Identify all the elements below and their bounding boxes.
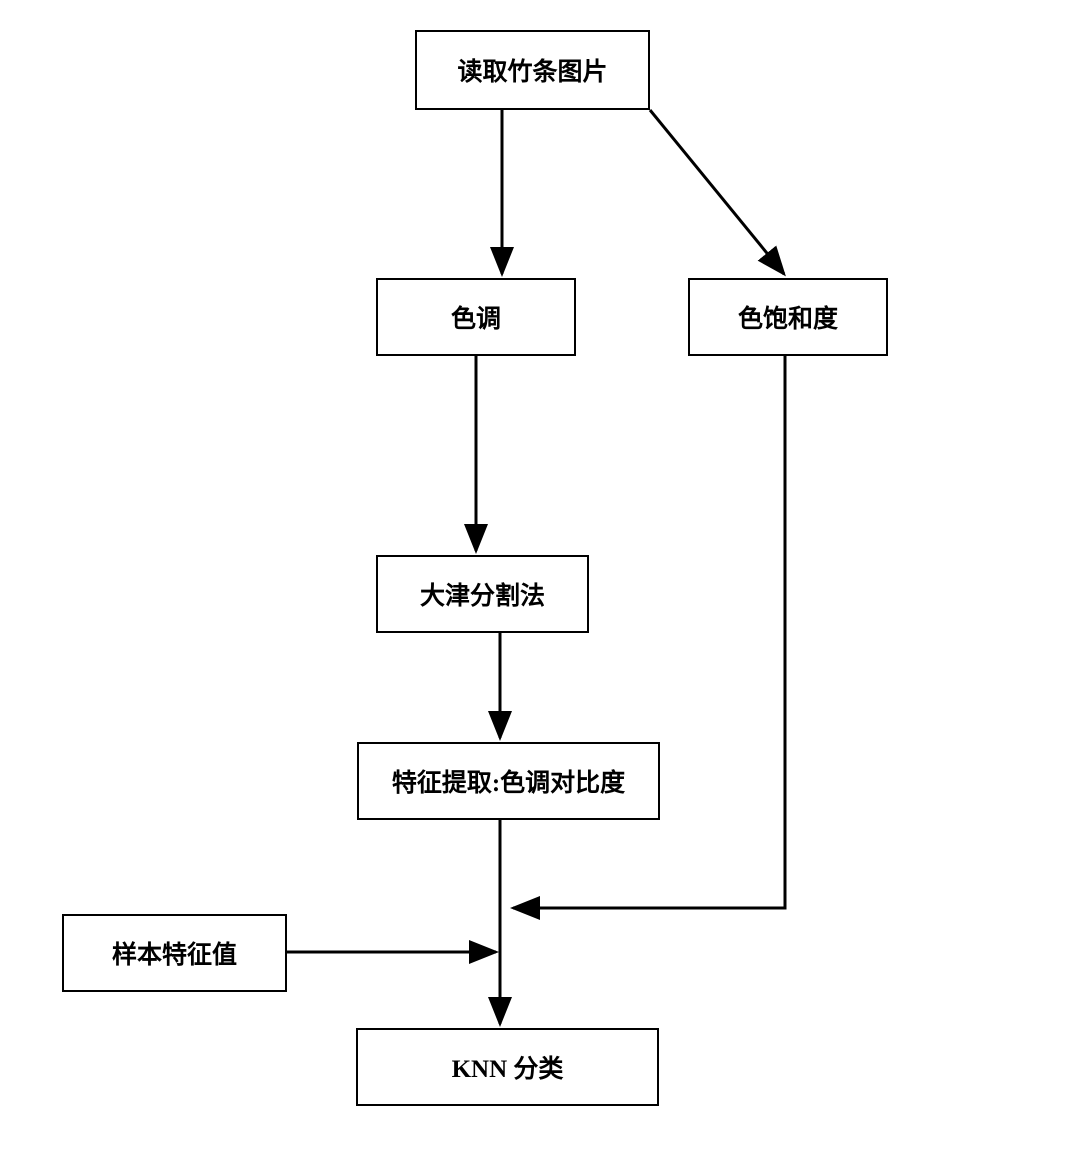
node-label: 大津分割法 xyxy=(420,576,545,612)
node-sample-feature: 样本特征值 xyxy=(62,914,287,992)
node-hue: 色调 xyxy=(376,278,576,356)
edge-read-to-saturation xyxy=(650,110,784,274)
node-label: 色调 xyxy=(451,299,501,335)
node-read-image: 读取竹条图片 xyxy=(415,30,650,110)
node-label: 特征提取:色调对比度 xyxy=(392,763,625,799)
node-label: 读取竹条图片 xyxy=(457,52,607,88)
node-otsu: 大津分割法 xyxy=(376,555,589,633)
node-label: 样本特征值 xyxy=(112,935,237,971)
node-knn: KNN 分类 xyxy=(356,1028,659,1106)
node-saturation: 色饱和度 xyxy=(688,278,888,356)
node-feature-extract: 特征提取:色调对比度 xyxy=(357,742,660,820)
node-label: 色饱和度 xyxy=(738,299,838,335)
node-label: KNN 分类 xyxy=(452,1049,564,1085)
